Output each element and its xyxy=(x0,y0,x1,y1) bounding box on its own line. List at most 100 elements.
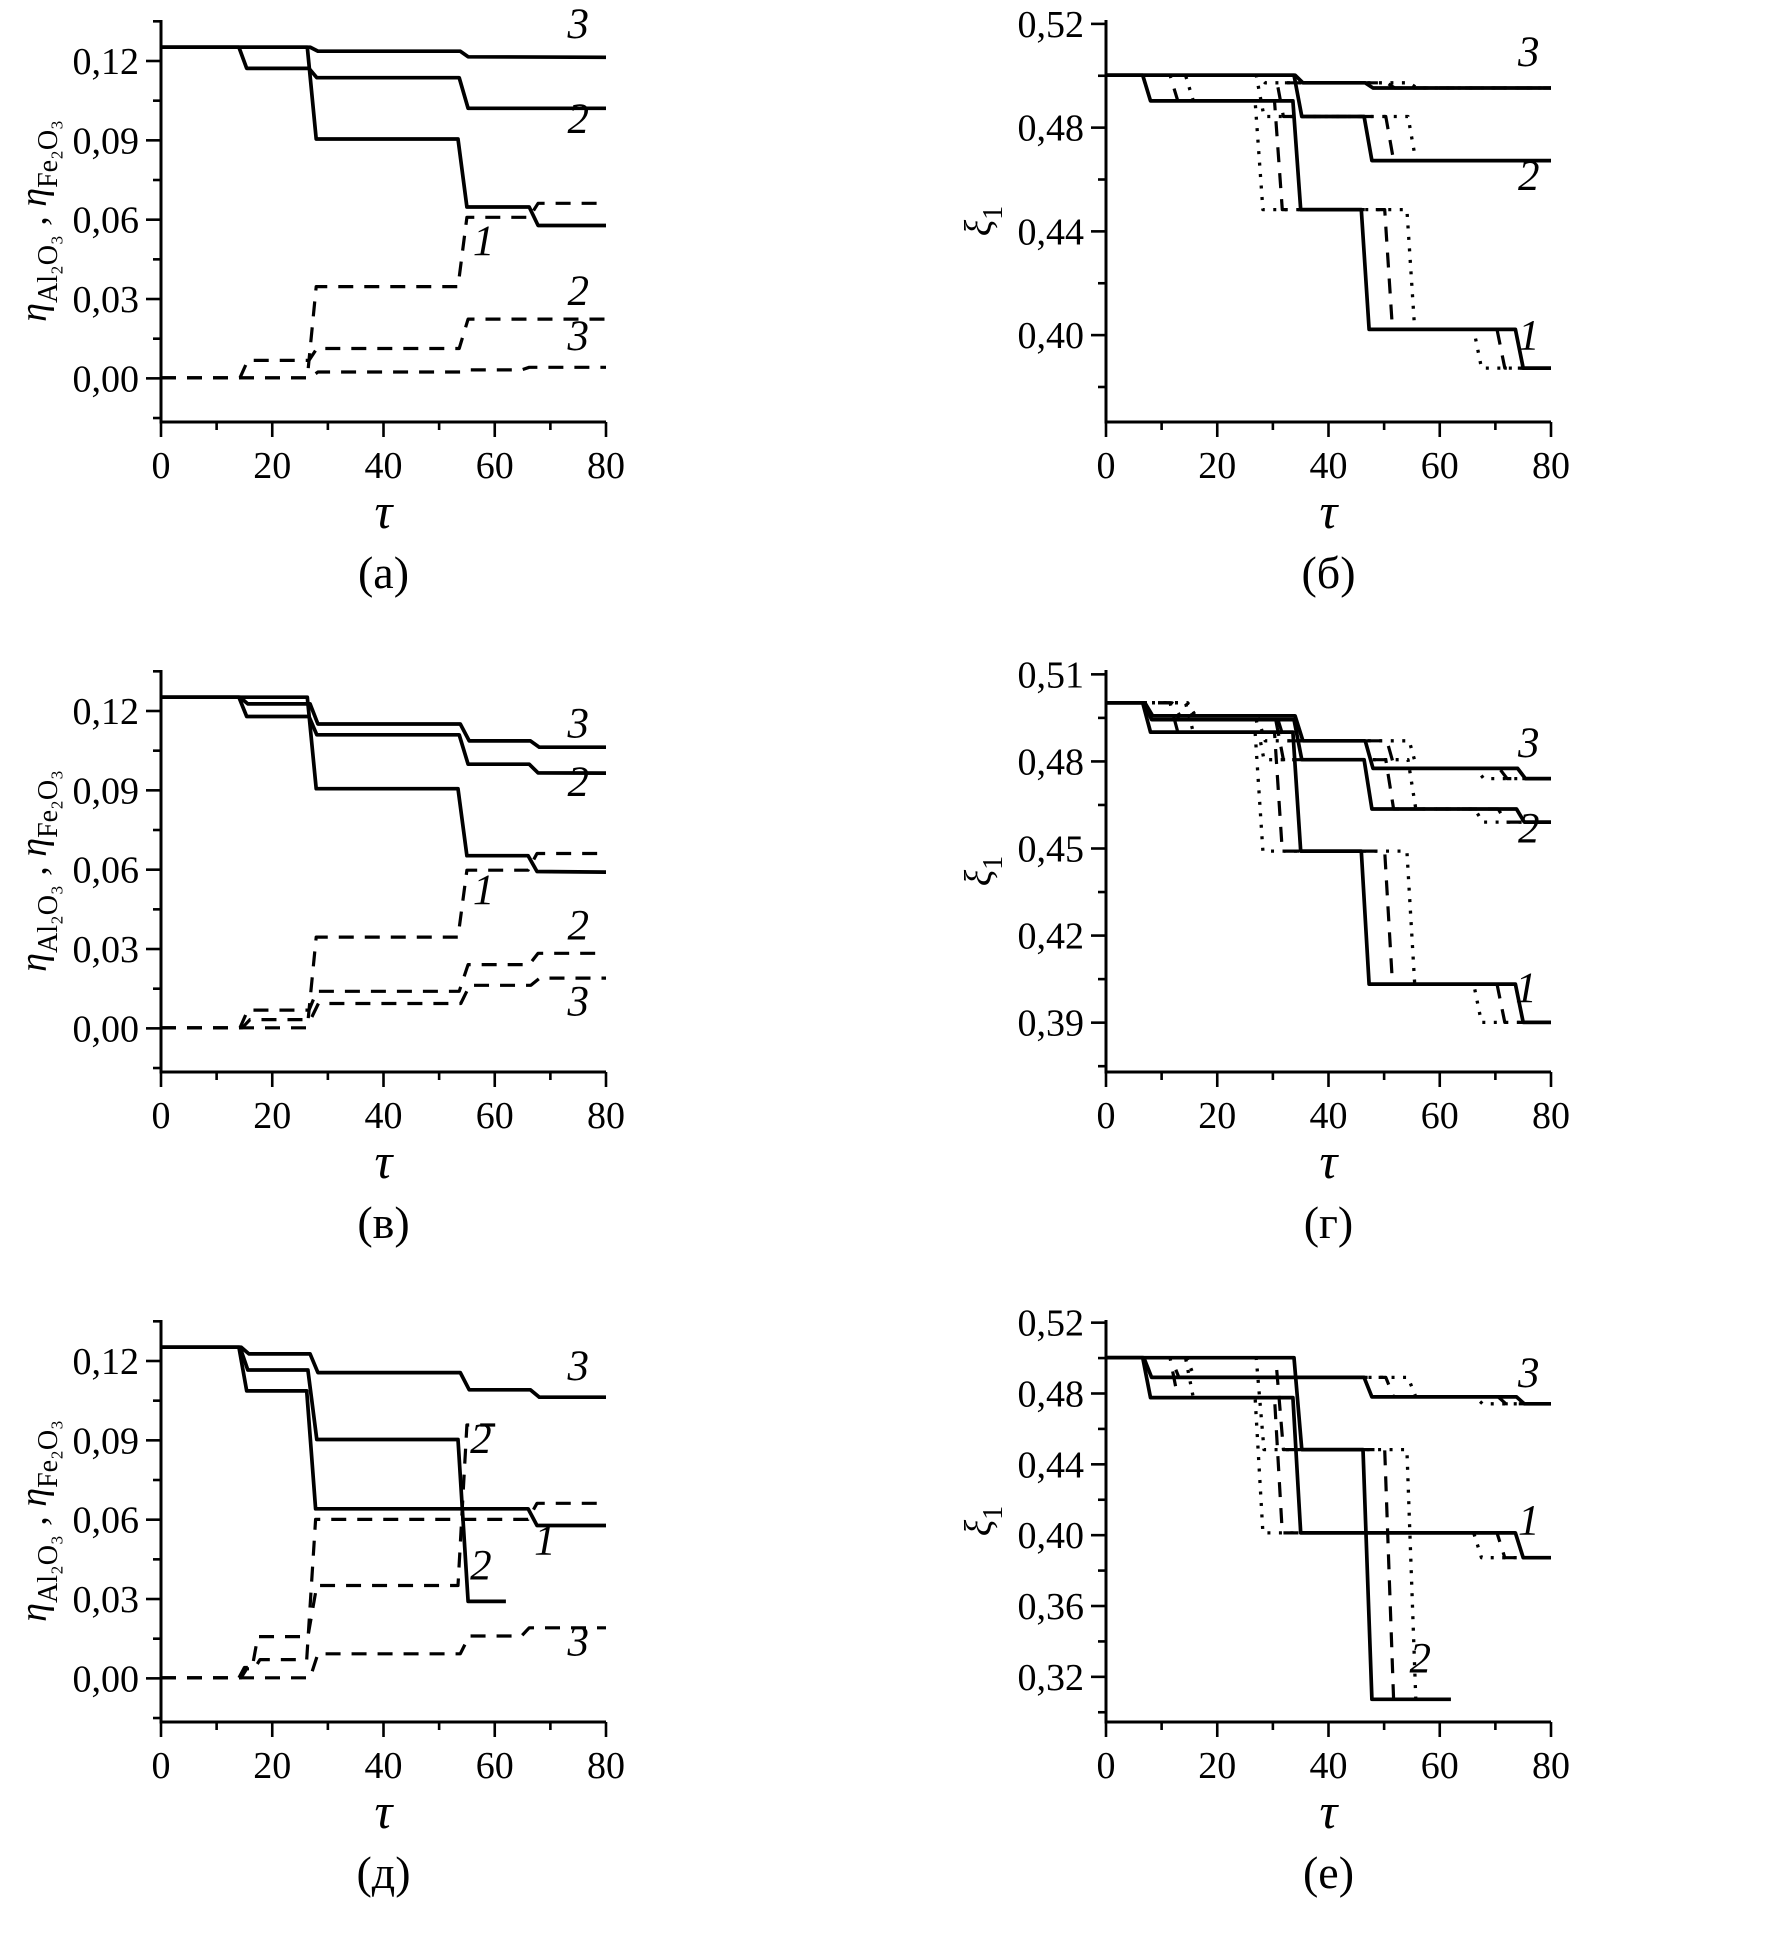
y-tick-label: 0,00 xyxy=(73,1008,140,1050)
panel-d: 0 20 40 60 80 0,00 0,03 0,06 0,09 0,12 3 2 1 2 3 τ ηAl₂O… xyxy=(0,1302,885,1952)
x-axis-label: τ xyxy=(1320,1783,1340,1839)
x-tick-label: 0 xyxy=(1097,445,1116,487)
y-tick-label: 0,52 xyxy=(1018,1303,1085,1345)
curve-label-3: 3 xyxy=(1517,1350,1540,1397)
x-axis-label: τ xyxy=(375,483,395,539)
series-curve1-dotted xyxy=(1106,1356,1551,1560)
series-curve2-dashed-Fe2O3 xyxy=(161,317,606,380)
series-curve3-solid-Al2O3 xyxy=(161,695,606,750)
y-ticks xyxy=(146,20,161,420)
y-tick-label: 0,36 xyxy=(1018,1586,1085,1628)
curve-label-1: 1 xyxy=(534,1518,556,1565)
series-curve2-solid xyxy=(1106,73,1551,163)
series-group xyxy=(1106,1355,1551,1702)
curve-label-1: 1 xyxy=(473,867,495,914)
series-curve2-solid-Al2O3 xyxy=(161,695,607,775)
y-tick-label: 0,06 xyxy=(73,200,140,242)
x-axis-label: τ xyxy=(1320,483,1340,539)
curve-label-1: 1 xyxy=(1518,312,1540,359)
curve-label-3: 3 xyxy=(566,2,589,48)
x-tick-label: 20 xyxy=(253,1745,291,1787)
x-tick-labels: 0 20 40 60 80 xyxy=(152,1745,626,1787)
y-tick-label: 0,12 xyxy=(73,1341,140,1383)
panel-g-caption: (г) xyxy=(1303,1197,1354,1248)
panel-a: 0 20 40 60 80 0,00 0,03 0,06 0,09 0,12 3 2 1 2 3 τ ηAl₂O… xyxy=(0,2,885,652)
y-tick-label: 0,52 xyxy=(1018,4,1085,46)
series-curve1-dashed-Fe2O3 xyxy=(161,1501,606,1680)
x-tick-label: 40 xyxy=(365,1095,403,1137)
panel-b-plot: 0 20 40 60 80 0,40 0,44 0,48 0,52 3 2 1 τ ξ1 xyxy=(951,2,1751,542)
panel-v: 0 20 40 60 80 0,00 0,03 0,06 0,09 0,12 3 2 1 2 3 τ ηAl₂O… xyxy=(0,652,885,1302)
curve-label-2: 2 xyxy=(1518,805,1540,852)
y-axis-label: ξ1 xyxy=(958,1506,1009,1536)
x-tick-labels: 0 20 40 60 80 xyxy=(1097,1095,1571,1137)
y-tick-labels: 0,32 0,36 0,40 0,44 0,48 0,52 xyxy=(1018,1303,1085,1699)
series-curve3-dotted xyxy=(1106,1356,1551,1406)
series-curve3-dashed-Fe2O3 xyxy=(161,976,606,1030)
x-ticks xyxy=(1104,422,1553,437)
x-ticks xyxy=(159,1722,608,1737)
series-curve2-dashed xyxy=(1106,1356,1451,1701)
x-ticks xyxy=(159,1072,608,1087)
panel-e-caption: (е) xyxy=(1302,1847,1355,1898)
panel-g: 0 20 40 60 80 0,39 0,42 0,45 0,48 0,51 3 2 1 τ ξ1 (г) xyxy=(885,652,1771,1302)
x-tick-label: 0 xyxy=(1097,1095,1116,1137)
y-tick-label: 0,03 xyxy=(73,929,140,971)
x-axis-label: τ xyxy=(375,1783,395,1839)
curve-label-3: 3 xyxy=(1517,29,1540,76)
curve-label-1: 1 xyxy=(473,218,495,265)
y-tick-label: 0,48 xyxy=(1018,1373,1085,1415)
y-tick-label: 0,48 xyxy=(1018,741,1085,783)
y-tick-label: 0,03 xyxy=(73,279,140,321)
x-tick-label: 20 xyxy=(253,1095,291,1137)
y-tick-label: 0,00 xyxy=(73,358,140,400)
series-curve1-dashed xyxy=(1106,701,1551,1024)
curve-label-3: 3 xyxy=(566,979,589,1026)
series-group xyxy=(161,695,607,1030)
series-group xyxy=(1106,73,1551,370)
panel-v-caption: (в) xyxy=(357,1197,410,1248)
x-tick-labels: 0 20 40 60 80 xyxy=(1097,1745,1571,1787)
x-tick-label: 0 xyxy=(152,1745,171,1787)
y-tick-labels: 0,00 0,03 0,06 0,09 0,12 xyxy=(73,691,140,1050)
series-curve3-dashed xyxy=(1106,1356,1551,1406)
curve-labels: 3 2 1 2 3 xyxy=(473,700,589,1025)
x-tick-label: 80 xyxy=(587,1095,625,1137)
x-tick-label: 20 xyxy=(1198,1745,1236,1787)
curve-label-2: 2 xyxy=(470,1543,492,1590)
x-tick-label: 20 xyxy=(253,445,291,487)
panel-g-plot: 0 20 40 60 80 0,39 0,42 0,45 0,48 0,51 3 2 1 τ ξ1 xyxy=(951,652,1751,1192)
x-tick-labels: 0 20 40 60 80 xyxy=(1097,445,1571,487)
panel-a-chart: 0 20 40 60 800,000,030,060,090,1232123τηAl₂O… xyxy=(13,2,625,539)
y-tick-label: 0,03 xyxy=(73,1579,140,1621)
curve-labels: 3 2 1 xyxy=(1517,29,1540,359)
panel-v-plot: 0 20 40 60 80 0,00 0,03 0,06 0,09 0,12 3 2 1 2 3 τ ηAl₂O… xyxy=(6,652,806,1192)
y-tick-labels: 0,39 0,42 0,45 0,48 0,51 xyxy=(1018,654,1085,1044)
series-curve3-solid-Al2O3 xyxy=(161,1345,606,1400)
y-tick-label: 0,48 xyxy=(1018,108,1085,150)
series-curve1-solid xyxy=(1106,73,1551,370)
y-tick-label: 0,51 xyxy=(1018,654,1085,696)
panel-d-chart: 0 20 40 60 800,000,030,060,090,12 32123τηAl₂O… xyxy=(13,1320,626,1839)
x-tick-label: 80 xyxy=(587,1745,625,1787)
series-curve1-solid-Al2O3 xyxy=(161,1345,606,1528)
y-tick-label: 0,40 xyxy=(1018,1515,1085,1557)
panel-e: 0 20 40 60 80 0,32 0,36 0,40 0,44 0,48 0,52 3 1 2 τ ξ1 … xyxy=(885,1302,1771,1952)
panel-b-caption: (б) xyxy=(1301,547,1356,598)
y-axis-label: ξ1 xyxy=(958,856,1009,886)
curve-label-2: 2 xyxy=(567,96,589,143)
panel-g-chart: 0 20 40 60 80 0,39 0,42 0,45 0,48 0,51 3 2 1 τ ξ1 xyxy=(958,654,1571,1189)
series-curve2-solid-Al2O3 xyxy=(161,45,606,111)
y-tick-label: 0,40 xyxy=(1018,315,1085,357)
y-ticks xyxy=(146,1320,161,1720)
x-ticks xyxy=(159,422,608,437)
x-tick-label: 80 xyxy=(1532,1745,1570,1787)
series-curve1-solid xyxy=(1106,700,1551,1025)
panel-a-caption: (а) xyxy=(357,547,410,598)
y-axis-label: ηAl₂O₃ , ηFe₂O₃ xyxy=(13,1420,64,1622)
y-ticks xyxy=(146,670,161,1070)
series-curve1-dashed-Fe2O3 xyxy=(161,201,606,380)
series-curve1-solid-Al2O3 xyxy=(161,695,607,874)
panel-d-plot: 0 20 40 60 80 0,00 0,03 0,06 0,09 0,12 3 2 1 2 3 τ ηAl₂O… xyxy=(6,1302,806,1842)
